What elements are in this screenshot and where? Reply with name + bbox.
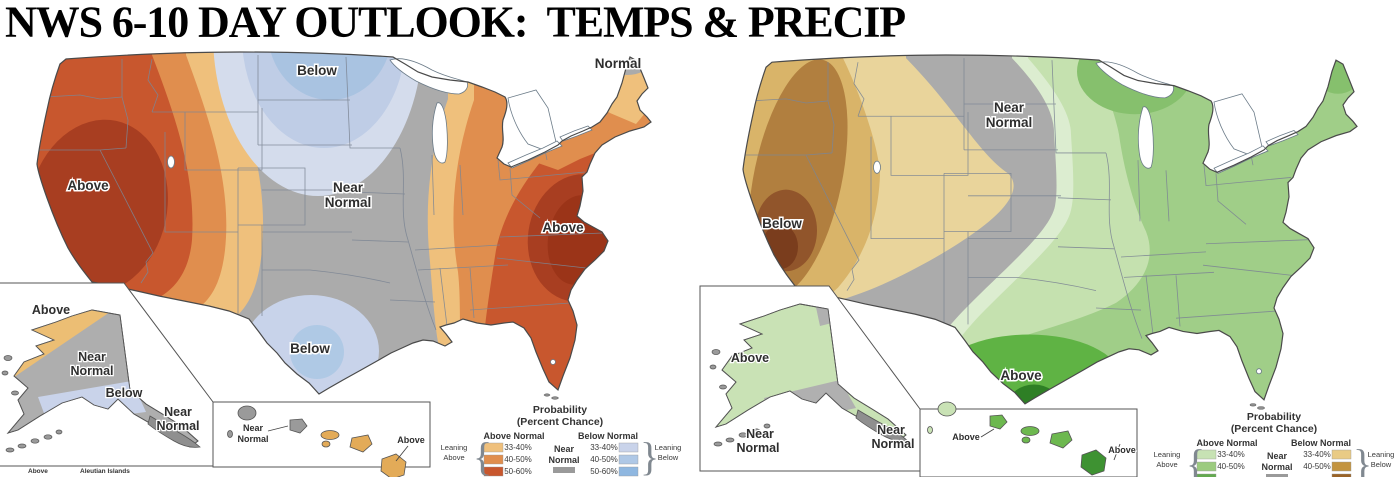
- svg-text:Near: Near: [877, 423, 905, 437]
- svg-text:}: }: [640, 434, 659, 477]
- svg-text:Normal: Normal: [736, 441, 779, 455]
- svg-text:Above: Above: [28, 468, 48, 475]
- svg-text:Probability: Probability: [533, 404, 587, 416]
- svg-text:Below: Below: [106, 386, 143, 400]
- svg-text:Leaning: Leaning: [655, 443, 682, 452]
- svg-text:NWS 6-10 DAY OUTLOOK: TEMPS &: NWS 6-10 DAY OUTLOOK: TEMPS & PRECIP: [5, 0, 905, 47]
- svg-text:40-50%: 40-50%: [1217, 462, 1245, 471]
- svg-text:}: }: [1353, 441, 1372, 477]
- svg-text:Above: Above: [542, 220, 584, 235]
- svg-text:Above: Above: [731, 351, 769, 365]
- svg-text:Below: Below: [1371, 460, 1392, 469]
- svg-text:Below Normal: Below Normal: [1291, 438, 1351, 448]
- svg-text:50-60%: 50-60%: [504, 467, 532, 476]
- svg-text:Above: Above: [952, 432, 980, 442]
- svg-text:40-50%: 40-50%: [1303, 462, 1331, 471]
- svg-text:Normal: Normal: [325, 195, 372, 210]
- svg-text:Near: Near: [994, 100, 1025, 115]
- svg-text:Above Normal: Above Normal: [1196, 438, 1257, 448]
- svg-text:Below: Below: [290, 341, 330, 356]
- svg-text:(Percent Chance): (Percent Chance): [1231, 423, 1317, 435]
- svg-text:Near: Near: [746, 427, 774, 441]
- svg-text:Normal: Normal: [156, 419, 199, 433]
- svg-text:(Percent Chance): (Percent Chance): [517, 416, 603, 428]
- svg-text:Normal: Normal: [986, 115, 1033, 130]
- svg-text:Above: Above: [1108, 445, 1136, 455]
- svg-text:33-40%: 33-40%: [504, 443, 532, 452]
- svg-text:Probability: Probability: [1247, 411, 1301, 423]
- svg-text:Above: Above: [1156, 460, 1177, 469]
- svg-text:Near: Near: [164, 405, 192, 419]
- svg-text:Below: Below: [658, 453, 679, 462]
- svg-text:50-60%: 50-60%: [590, 467, 618, 476]
- svg-text:33-40%: 33-40%: [1303, 450, 1331, 459]
- svg-text:Below: Below: [297, 63, 337, 78]
- svg-text:Above: Above: [67, 178, 109, 193]
- svg-text:Normal: Normal: [871, 437, 914, 451]
- svg-text:Above: Above: [443, 453, 464, 462]
- svg-text:Below Normal: Below Normal: [578, 431, 638, 441]
- svg-text:Normal: Normal: [595, 56, 642, 71]
- svg-text:Below: Below: [762, 216, 802, 231]
- svg-text:{: {: [473, 434, 492, 477]
- svg-text:33-40%: 33-40%: [590, 443, 618, 452]
- svg-text:{: {: [1186, 441, 1205, 477]
- svg-text:Near: Near: [243, 423, 264, 433]
- svg-text:Leaning: Leaning: [1368, 450, 1395, 459]
- svg-text:Normal: Normal: [70, 364, 113, 378]
- svg-text:Normal: Normal: [548, 455, 579, 465]
- svg-text:Above: Above: [397, 435, 425, 445]
- svg-text:Leaning: Leaning: [441, 443, 468, 452]
- svg-text:Near: Near: [333, 180, 364, 195]
- svg-text:Near: Near: [554, 444, 575, 454]
- svg-text:Leaning: Leaning: [1154, 450, 1181, 459]
- svg-text:40-50%: 40-50%: [590, 455, 618, 464]
- svg-text:Near: Near: [78, 350, 106, 364]
- svg-text:Aleutian Islands: Aleutian Islands: [80, 468, 130, 475]
- svg-text:Above: Above: [32, 303, 70, 317]
- svg-text:Normal: Normal: [1261, 462, 1292, 472]
- svg-text:40-50%: 40-50%: [504, 455, 532, 464]
- svg-text:33-40%: 33-40%: [1217, 450, 1245, 459]
- svg-text:Above: Above: [1000, 368, 1042, 383]
- svg-text:Near: Near: [1267, 451, 1288, 461]
- svg-text:Above Normal: Above Normal: [483, 431, 544, 441]
- svg-text:Normal: Normal: [237, 434, 268, 444]
